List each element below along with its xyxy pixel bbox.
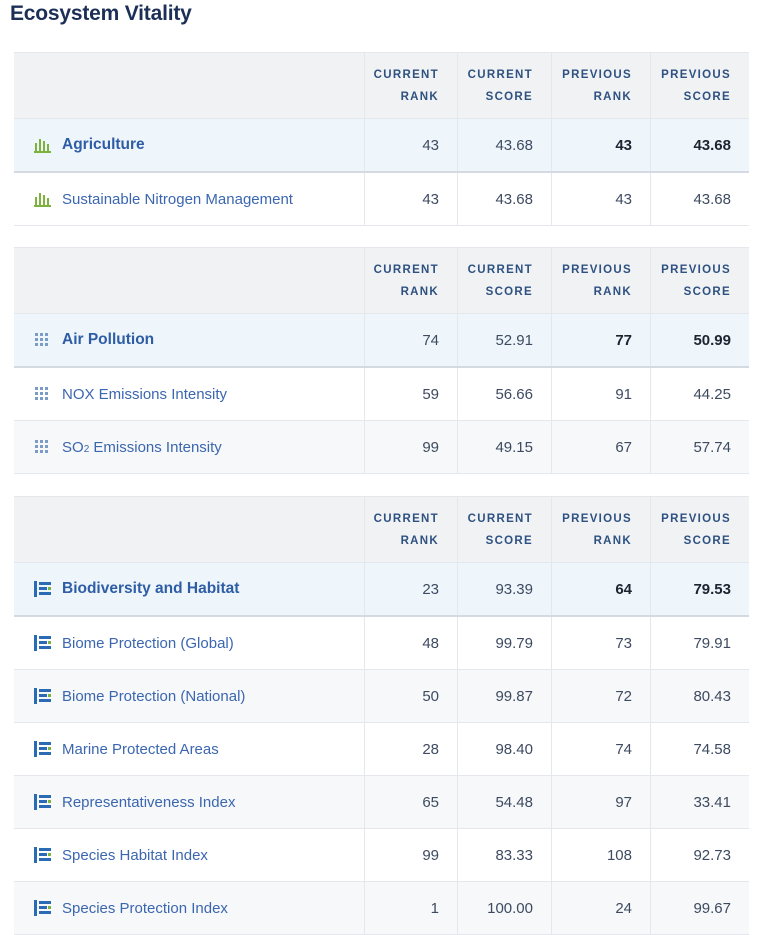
bar-chart-icon [34,139,51,153]
indicator-link[interactable]: Agriculture [62,136,145,153]
habitat-blocks-icon [34,847,51,863]
habitat-blocks-icon [34,581,51,597]
header-current-score[interactable]: CURRENT SCORE [457,248,551,313]
table-row[interactable]: Biome Protection (National) 50 99.87 72 … [14,670,749,723]
indicator-link[interactable]: Biodiversity and Habitat [62,580,240,597]
indicator-link[interactable]: Representativeness Index [62,793,236,811]
habitat-blocks-icon [34,688,51,704]
header-previous-score[interactable]: PREVIOUS SCORE [650,53,749,118]
header-previous-rank[interactable]: PREVIOUS RANK [551,248,650,313]
dot-grid-icon [35,387,48,400]
table-row[interactable]: Species Habitat Index 99 83.33 108 92.73 [14,829,749,882]
table-header: CURRENT RANK CURRENT SCORE PREVIOUS RANK PR… [14,247,749,314]
table-row[interactable]: Air Pollution 74 52.91 77 50.99 [14,314,749,368]
indicator-link[interactable]: NOX Emissions Intensity [62,385,228,403]
table-row[interactable]: Biodiversity and Habitat 23 93.39 64 79.… [14,563,749,617]
air-pollution-table: CURRENT RANK CURRENT SCORE PREVIOUS RANK PR… [14,247,749,474]
header-current-rank[interactable]: CURRENT RANK [364,497,457,562]
habitat-blocks-icon [34,900,51,916]
indicator-link[interactable]: Biome Protection (Global) [62,634,234,652]
indicator-link[interactable]: Species Habitat Index [62,846,208,864]
table-row[interactable]: Species Protection Index 1 100.00 24 99.… [14,882,749,935]
habitat-blocks-icon [34,741,51,757]
header-current-rank[interactable]: CURRENT RANK [364,248,457,313]
table-row[interactable]: Agriculture 43 43.68 43 43.68 [14,119,749,173]
indicator-link[interactable]: Biome Protection (National) [62,687,246,705]
dot-grid-icon [35,333,48,346]
header-current-score[interactable]: CURRENT SCORE [457,497,551,562]
table-row[interactable]: Representativeness Index 65 54.48 97 33.… [14,776,749,829]
indicator-link[interactable]: Sustainable Nitrogen Management [62,190,293,208]
indicator-link[interactable]: Air Pollution [62,331,155,348]
indicator-link[interactable]: Species Protection Index [62,899,228,917]
bar-chart-icon [34,193,51,207]
header-previous-rank[interactable]: PREVIOUS RANK [551,53,650,118]
table-row[interactable]: NOX Emissions Intensity 59 56.66 91 44.2… [14,368,749,421]
table-header: CURRENT RANK CURRENT SCORE PREVIOUS RANK PR… [14,52,749,119]
habitat-blocks-icon [34,794,51,810]
header-previous-rank[interactable]: PREVIOUS RANK [551,497,650,562]
header-previous-score[interactable]: PREVIOUS SCORE [650,497,749,562]
table-row[interactable]: Biome Protection (Global) 48 99.79 73 79… [14,617,749,670]
table-row[interactable]: SO2 Emissions Intensity 99 49.15 67 57.7… [14,421,749,474]
indicator-link[interactable]: SO2 Emissions Intensity [62,438,222,456]
table-header: CURRENT RANK CURRENT SCORE PREVIOUS RANK PR… [14,496,749,563]
header-previous-score[interactable]: PREVIOUS SCORE [650,248,749,313]
dot-grid-icon [35,440,48,453]
table-row[interactable]: Marine Protected Areas 28 98.40 74 74.58 [14,723,749,776]
indicator-link[interactable]: Marine Protected Areas [62,740,219,758]
header-current-rank[interactable]: CURRENT RANK [364,53,457,118]
biodiversity-table: CURRENT RANK CURRENT SCORE PREVIOUS RANK PR… [14,496,749,935]
page-title: Ecosystem Vitality [10,2,192,25]
header-current-score[interactable]: CURRENT SCORE [457,53,551,118]
agriculture-table: CURRENT RANK CURRENT SCORE PREVIOUS RANK PR… [14,52,749,226]
habitat-blocks-icon [34,635,51,651]
table-row[interactable]: Sustainable Nitrogen Management 43 43.68… [14,173,749,226]
